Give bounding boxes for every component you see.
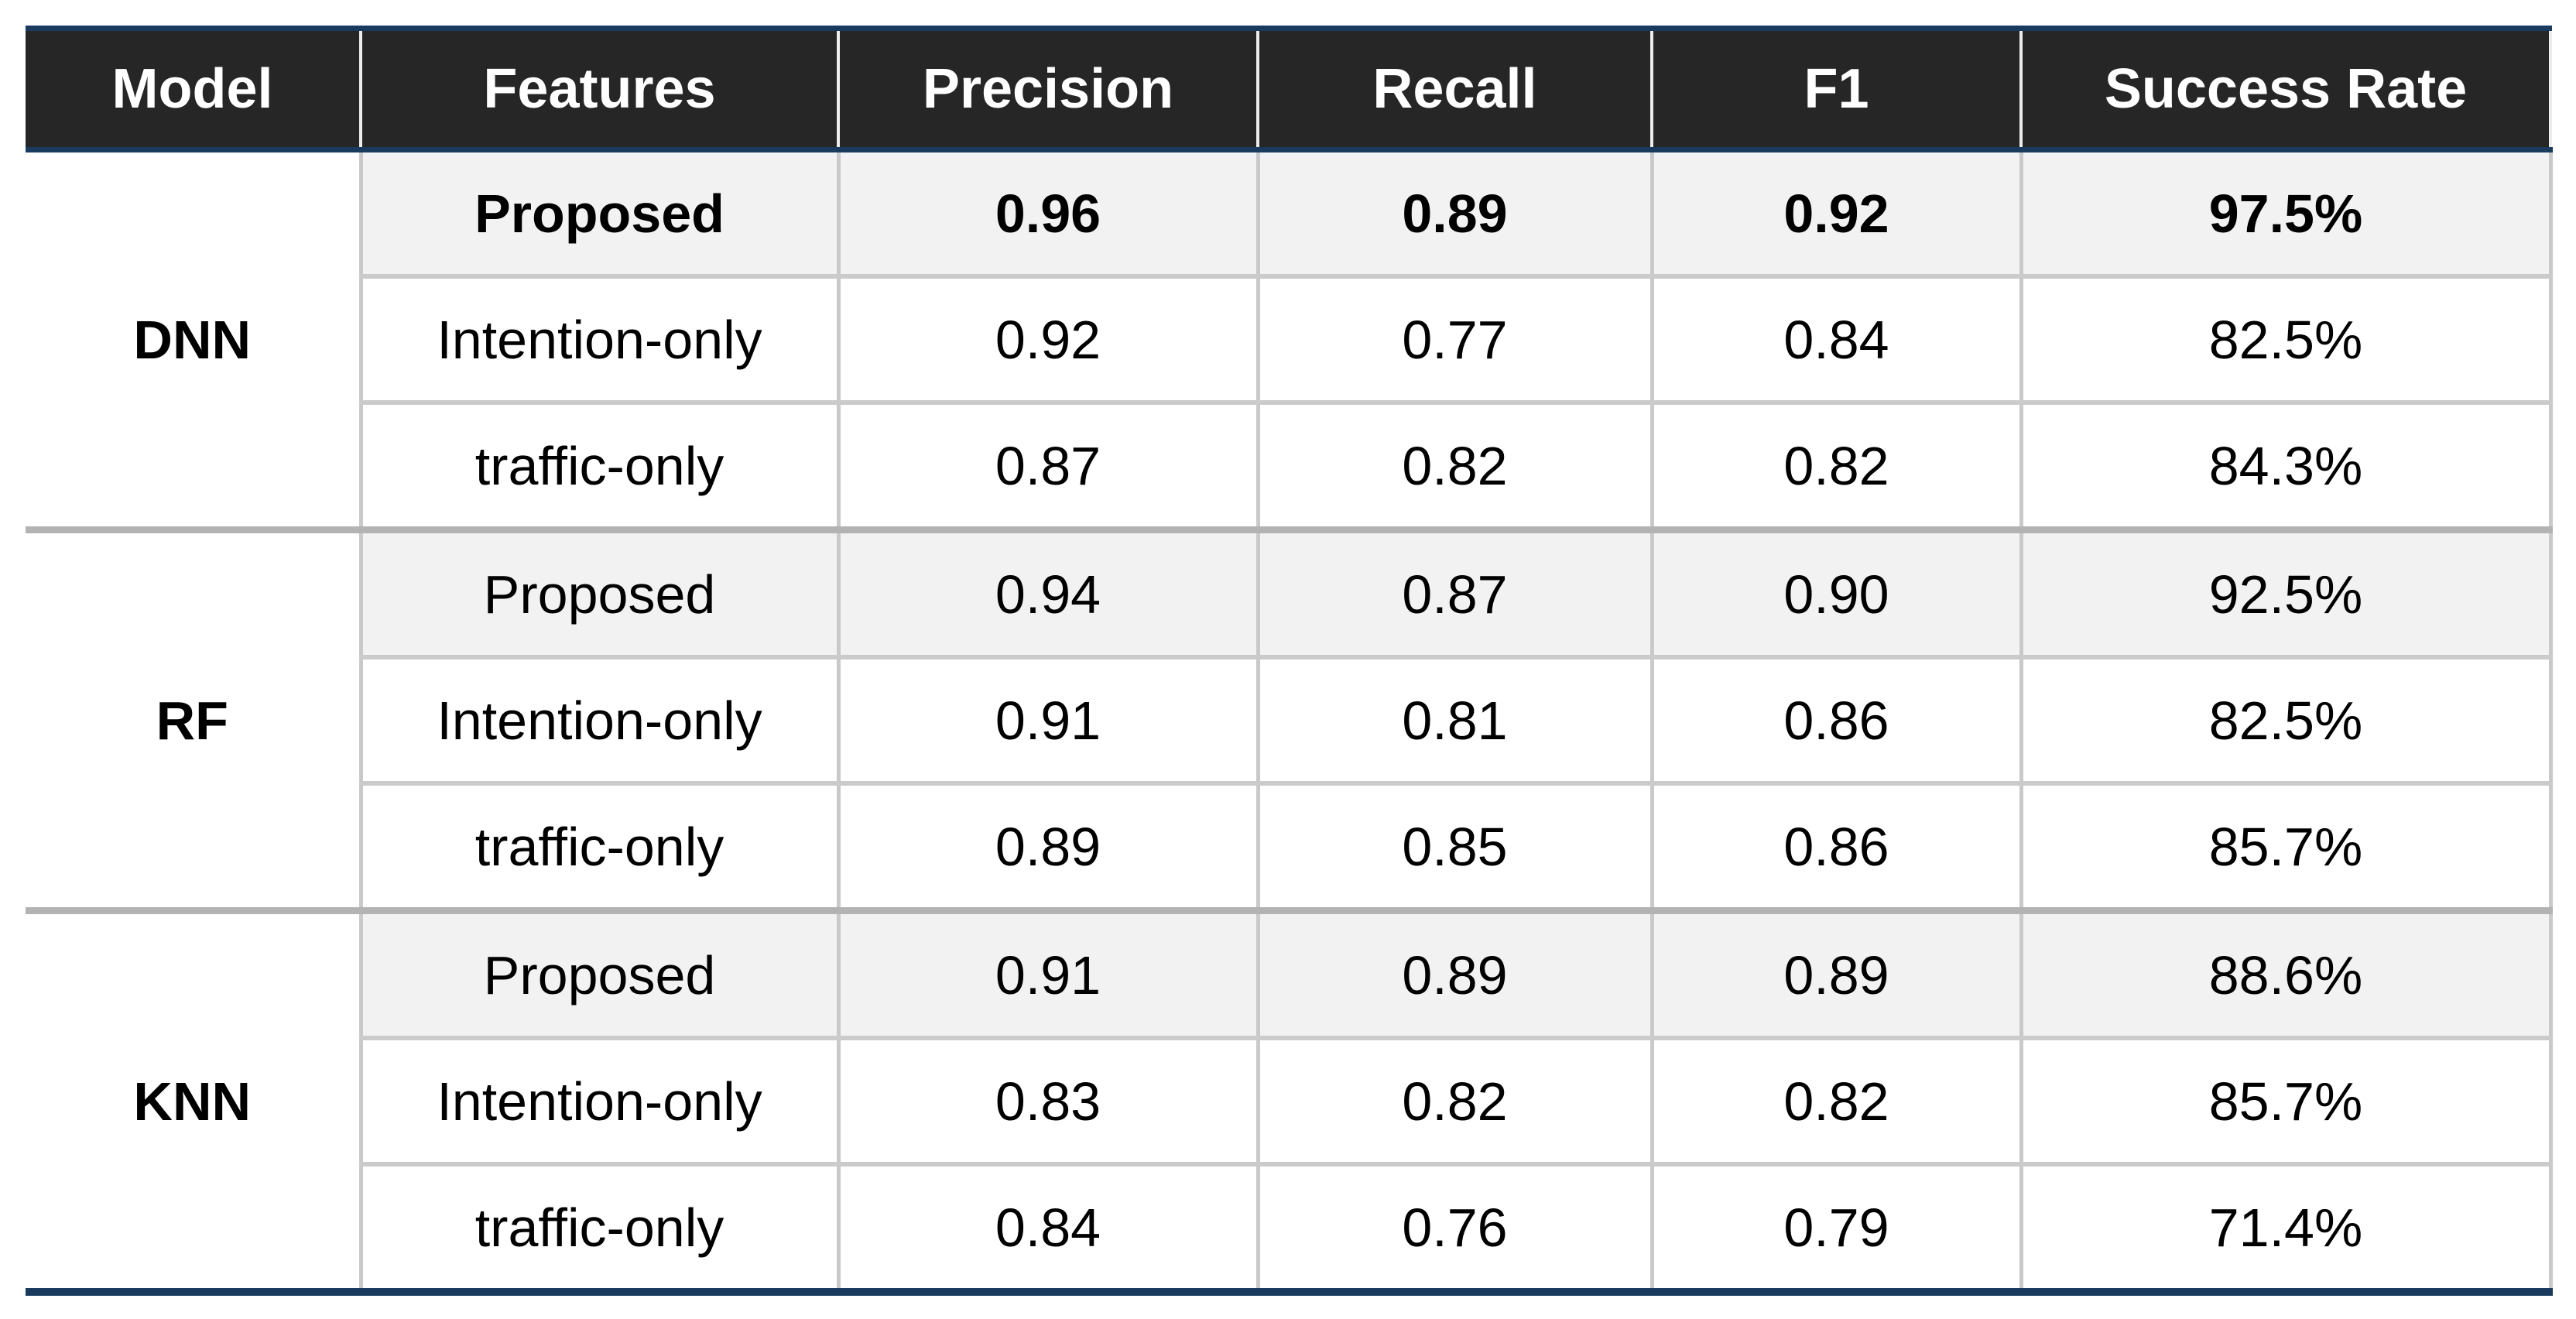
- f1-cell: 0.79: [1649, 1162, 2021, 1296]
- precision-cell: 0.91: [836, 655, 1258, 783]
- column-header-model: Model: [26, 26, 361, 152]
- column-header-success-rate: Success Rate: [2019, 26, 2552, 152]
- f1-cell: 0.92: [1649, 149, 2021, 276]
- column-header-precision: Precision: [837, 26, 1258, 152]
- recall-cell: 0.81: [1255, 655, 1652, 783]
- table-row-knn-traffic-only: traffic-only 0.84 0.76 0.79 71.4%: [26, 1162, 2553, 1296]
- table-row-rf-traffic-only: traffic-only 0.89 0.85 0.86 85.7%: [26, 781, 2553, 911]
- recall-cell: 0.82: [1255, 400, 1652, 530]
- features-cell: traffic-only: [358, 781, 838, 911]
- features-cell: Intention-only: [358, 655, 838, 783]
- recall-cell: 0.82: [1255, 1036, 1652, 1164]
- precision-cell: 0.94: [836, 526, 1258, 657]
- results-table: Model Features Precision Recall F1 Succe…: [26, 26, 2553, 1296]
- table-row-knn-intention-only: Intention-only 0.83 0.82 0.82 85.7%: [26, 1036, 2553, 1164]
- success-rate-cell: 85.7%: [2019, 781, 2553, 911]
- table-row-dnn-traffic-only: traffic-only 0.87 0.82 0.82 84.3%: [26, 400, 2553, 530]
- success-rate-cell: 71.4%: [2019, 1162, 2553, 1296]
- features-cell: Intention-only: [358, 1036, 838, 1164]
- column-header-recall: Recall: [1256, 26, 1652, 152]
- recall-cell: 0.77: [1255, 274, 1652, 403]
- f1-cell: 0.86: [1649, 655, 2021, 783]
- success-rate-cell: 82.5%: [2019, 655, 2553, 783]
- success-rate-cell: 82.5%: [2019, 274, 2553, 403]
- precision-cell: 0.92: [836, 274, 1258, 403]
- features-cell: Proposed: [358, 149, 838, 276]
- f1-cell: 0.82: [1649, 1036, 2021, 1164]
- model-cell-dnn: DNN: [26, 149, 361, 530]
- table-row-rf-proposed: RF Proposed 0.94 0.87 0.90 92.5%: [26, 526, 2553, 911]
- features-cell: Proposed: [358, 907, 838, 1038]
- recall-cell: 0.87: [1255, 526, 1652, 657]
- table-row-knn-proposed: KNN Proposed 0.91 0.89 0.89 88.6%: [26, 907, 2553, 1296]
- features-cell: traffic-only: [358, 1162, 838, 1296]
- success-rate-cell: 85.7%: [2019, 1036, 2553, 1164]
- recall-cell: 0.85: [1255, 781, 1652, 911]
- recall-cell: 0.76: [1255, 1162, 1652, 1296]
- f1-cell: 0.86: [1649, 781, 2021, 911]
- table-row-dnn-intention-only: Intention-only 0.92 0.77 0.84 82.5%: [26, 274, 2553, 403]
- f1-cell: 0.89: [1649, 907, 2021, 1038]
- table-row-rf-intention-only: Intention-only 0.91 0.81 0.86 82.5%: [26, 655, 2553, 783]
- features-cell: traffic-only: [358, 400, 838, 530]
- table-row-dnn-proposed: DNN Proposed 0.96 0.89 0.92 97.5%: [26, 149, 2553, 530]
- f1-cell: 0.84: [1649, 274, 2021, 403]
- f1-cell: 0.90: [1649, 526, 2021, 657]
- f1-cell: 0.82: [1649, 400, 2021, 530]
- precision-cell: 0.89: [836, 781, 1258, 911]
- precision-cell: 0.87: [836, 400, 1258, 530]
- precision-cell: 0.84: [836, 1162, 1258, 1296]
- model-cell-knn: KNN: [26, 907, 361, 1296]
- features-cell: Intention-only: [358, 274, 838, 403]
- column-header-features: Features: [359, 26, 838, 152]
- model-cell-rf: RF: [26, 526, 361, 911]
- features-cell: Proposed: [358, 526, 838, 657]
- success-rate-cell: 97.5%: [2019, 149, 2553, 276]
- header-row: Model Features Precision Recall F1 Succe…: [26, 26, 2552, 152]
- success-rate-cell: 92.5%: [2019, 526, 2553, 657]
- precision-cell: 0.91: [836, 907, 1258, 1038]
- recall-cell: 0.89: [1255, 149, 1652, 276]
- column-header-f1: F1: [1650, 26, 2021, 152]
- success-rate-cell: 88.6%: [2019, 907, 2553, 1038]
- precision-cell: 0.83: [836, 1036, 1258, 1164]
- precision-cell: 0.96: [836, 149, 1258, 276]
- success-rate-cell: 84.3%: [2019, 400, 2553, 530]
- recall-cell: 0.89: [1255, 907, 1652, 1038]
